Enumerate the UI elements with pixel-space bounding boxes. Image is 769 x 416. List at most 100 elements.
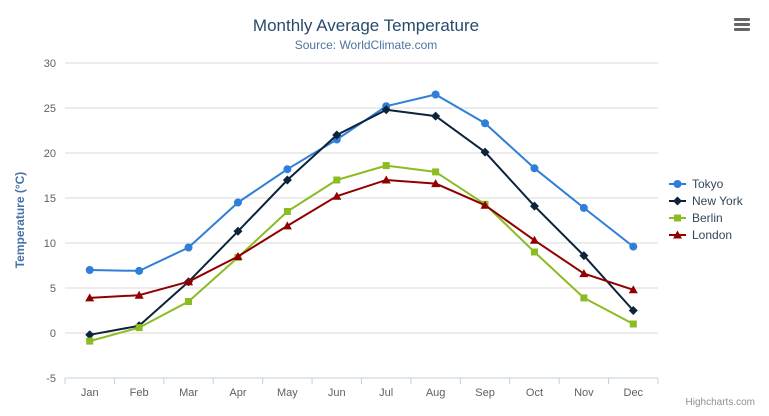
- circle-marker[interactable]: [85, 266, 94, 274]
- series-tokyo[interactable]: [85, 90, 638, 275]
- diamond-marker[interactable]: [381, 105, 391, 115]
- square-marker[interactable]: [382, 162, 390, 170]
- diamond-marker[interactable]: [431, 111, 441, 121]
- legend-marker-diamond-icon: [669, 196, 686, 205]
- legend-marker-square-icon: [669, 214, 686, 221]
- x-tick-label: Oct: [526, 387, 543, 399]
- legend-item-tokyo[interactable]: Tokyo: [669, 175, 743, 192]
- chart-series[interactable]: [85, 90, 638, 345]
- legend-marker-circle-icon: [669, 179, 686, 188]
- square-marker[interactable]: [135, 324, 143, 332]
- legend-item-london[interactable]: London: [669, 226, 743, 243]
- series-line[interactable]: [89, 108, 635, 336]
- circle-marker[interactable]: [184, 243, 193, 252]
- diamond-marker[interactable]: [332, 130, 342, 140]
- triangle-marker[interactable]: [134, 290, 144, 299]
- axes: [64, 377, 659, 384]
- square-marker[interactable]: [530, 248, 538, 256]
- highcharts-credit-link[interactable]: Highcharts.com: [685, 397, 755, 408]
- triangle-marker[interactable]: [673, 230, 682, 238]
- series-new-york[interactable]: [85, 105, 638, 340]
- x-tick-label: Sep: [475, 387, 495, 399]
- series-london[interactable]: [85, 175, 638, 302]
- y-axis-tick-labels: -5 0 5 10 15 20 25 30: [44, 58, 56, 385]
- diamond-marker[interactable]: [529, 201, 539, 211]
- square-marker[interactable]: [629, 320, 637, 328]
- legend: Tokyo New York Berlin London: [669, 175, 743, 243]
- y-tick-label: 0: [50, 328, 56, 340]
- x-tick-label: Jun: [328, 387, 346, 399]
- square-marker[interactable]: [674, 214, 681, 221]
- circle-marker[interactable]: [233, 198, 242, 207]
- series-line[interactable]: [89, 179, 634, 299]
- chart-subtitle: Source: WorldClimate.com: [294, 38, 438, 52]
- diamond-marker[interactable]: [233, 226, 243, 236]
- circle-marker[interactable]: [530, 164, 539, 173]
- series-line[interactable]: [89, 93, 634, 272]
- square-marker[interactable]: [580, 294, 588, 302]
- triangle-marker[interactable]: [332, 191, 342, 200]
- circle-marker[interactable]: [579, 203, 588, 212]
- legend-marker-triangle-icon: [669, 230, 686, 238]
- export-menu-button[interactable]: [732, 14, 754, 34]
- legend-item-new-york[interactable]: New York: [669, 192, 743, 209]
- triangle-marker[interactable]: [282, 221, 292, 230]
- diamond-marker[interactable]: [579, 251, 589, 261]
- x-tick-label: Apr: [229, 387, 246, 399]
- square-marker[interactable]: [86, 337, 94, 345]
- circle-marker[interactable]: [481, 119, 490, 128]
- triangle-marker[interactable]: [85, 293, 95, 302]
- square-marker[interactable]: [185, 298, 193, 305]
- x-axis-tick-labels: Jan Feb Mar Apr May Jun Jul Aug Sep Oct Nov Dec: [81, 387, 644, 399]
- square-marker[interactable]: [432, 168, 440, 176]
- legend-label: London: [692, 227, 733, 242]
- y-tick-label: 15: [44, 193, 56, 205]
- circle-marker[interactable]: [135, 266, 144, 275]
- hamburger-icon: [734, 22, 750, 26]
- circle-marker[interactable]: [431, 90, 440, 99]
- triangle-marker[interactable]: [628, 285, 638, 294]
- diamond-marker[interactable]: [282, 175, 292, 185]
- diamond-marker[interactable]: [480, 147, 490, 157]
- y-tick-label: -5: [46, 373, 56, 385]
- triangle-marker[interactable]: [233, 252, 243, 260]
- legend-label: Tokyo: [692, 176, 724, 191]
- triangle-marker[interactable]: [579, 269, 589, 278]
- y-axis-title: Temperature (°C): [13, 172, 27, 269]
- triangle-marker[interactable]: [480, 200, 490, 209]
- triangle-marker[interactable]: [529, 235, 539, 244]
- x-tick-label: Feb: [130, 387, 149, 399]
- legend-label: New York: [692, 193, 743, 208]
- triangle-marker[interactable]: [184, 277, 194, 286]
- chart-title: Monthly Average Temperature: [252, 16, 480, 35]
- hamburger-icon: [734, 17, 750, 21]
- x-tick-label: Aug: [426, 387, 446, 399]
- square-marker[interactable]: [333, 176, 341, 184]
- y-tick-label: 25: [44, 103, 56, 115]
- gridlines: [65, 62, 658, 379]
- diamond-marker[interactable]: [85, 330, 95, 340]
- legend-label: Berlin: [692, 210, 723, 225]
- y-tick-label: 10: [44, 238, 56, 250]
- legend-item-berlin[interactable]: Berlin: [669, 209, 743, 226]
- y-tick-label: 5: [50, 283, 56, 295]
- series-line[interactable]: [89, 164, 634, 343]
- triangle-marker[interactable]: [431, 179, 441, 188]
- triangle-marker[interactable]: [381, 175, 391, 184]
- diamond-marker[interactable]: [673, 196, 682, 205]
- x-tick-label: Jul: [379, 387, 393, 399]
- diamond-marker[interactable]: [628, 306, 638, 315]
- x-tick-label: Mar: [179, 387, 198, 399]
- y-tick-label: 30: [44, 58, 56, 70]
- square-marker[interactable]: [283, 208, 291, 215]
- circle-marker[interactable]: [283, 165, 292, 174]
- x-tick-label: Dec: [624, 387, 644, 399]
- y-tick-label: 20: [44, 148, 56, 160]
- x-tick-label: Jan: [81, 387, 99, 399]
- x-tick-label: Nov: [574, 387, 594, 399]
- circle-marker[interactable]: [673, 179, 682, 188]
- hamburger-icon: [734, 27, 750, 31]
- circle-marker[interactable]: [629, 242, 638, 251]
